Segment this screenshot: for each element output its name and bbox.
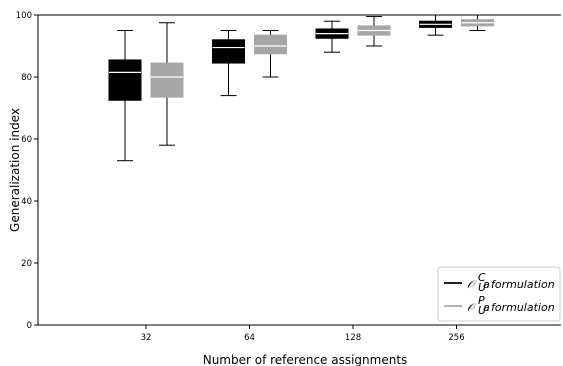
box-128 [357,16,391,47]
legend-subscript: U [478,281,486,294]
legend-symbol: 𝒪 [467,278,477,291]
legend-box [437,266,561,322]
x-tick-label: 128 [345,333,361,343]
legend-superscript: P [478,294,485,307]
legend-superscript: C [478,271,486,284]
iqr-box [108,59,142,101]
box-256 [461,14,494,31]
legend-label: formulation [491,301,555,314]
iqr-box [254,34,287,55]
series-p-boxes [150,14,494,146]
box-128 [315,20,349,53]
y-tick-label: 60 [21,135,32,145]
x-axis-title: Number of reference assignments [203,353,408,366]
x-tick-label: 256 [448,333,464,343]
y-tick-label: 20 [21,259,32,269]
y-axis-title: Generalization index [8,108,22,232]
legend-subscript: U [478,304,486,317]
legend-subscript-sup: a [483,301,490,314]
y-tick-label: 100 [16,11,32,21]
legend-subscript-sup: a [483,278,490,291]
y-tick-label: 40 [21,197,32,207]
y-tick-label: 80 [21,73,32,83]
legend-label: formulation [491,278,555,291]
legend-symbol: 𝒪 [467,301,477,314]
y-tick-label: 0 [27,321,32,331]
x-tick-label: 64 [244,333,255,343]
box-series-group [108,14,494,162]
y-axis: 0 20 40 60 80 100 [16,11,38,331]
box-32 [108,30,142,162]
x-tick-label: 32 [141,333,152,343]
box-32 [150,22,184,146]
iqr-box [212,39,245,64]
series-c-boxes [108,14,452,162]
box-64 [254,30,287,78]
x-axis: 32 64 128 256 [141,325,465,343]
box-256 [419,14,452,36]
iqr-box [150,62,184,98]
box-64 [212,30,245,97]
